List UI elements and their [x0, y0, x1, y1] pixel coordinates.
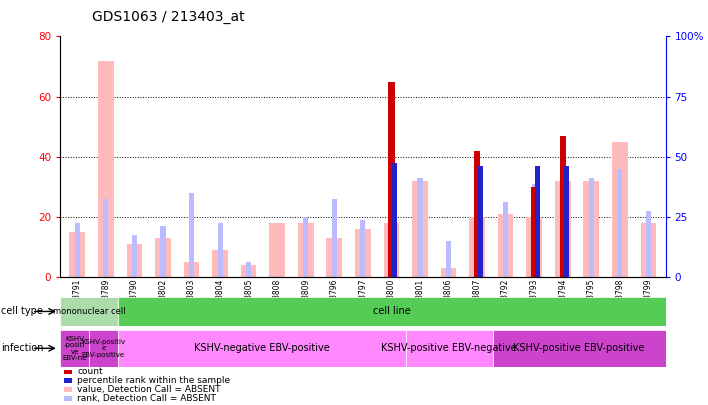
Bar — [535, 166, 540, 277]
Bar — [646, 211, 651, 277]
Bar — [641, 223, 656, 277]
Bar — [469, 217, 485, 277]
Text: value, Detection Call = ABSENT: value, Detection Call = ABSENT — [77, 385, 221, 394]
Bar — [360, 220, 365, 277]
Bar — [564, 166, 569, 277]
Bar — [617, 169, 622, 277]
Bar — [531, 187, 537, 277]
Bar — [60, 330, 89, 367]
Text: KSHV-negative EBV-positive: KSHV-negative EBV-positive — [194, 343, 330, 353]
Bar — [503, 202, 508, 277]
Bar — [89, 330, 118, 367]
Text: mononuclear cell: mononuclear cell — [52, 307, 125, 316]
Bar — [118, 330, 406, 367]
Bar — [98, 61, 114, 277]
Text: infection: infection — [1, 343, 44, 353]
Bar — [384, 223, 399, 277]
Bar — [127, 244, 142, 277]
Bar — [332, 199, 337, 277]
Text: count: count — [77, 367, 103, 376]
Bar — [155, 238, 171, 277]
Bar — [388, 82, 394, 277]
Bar — [303, 217, 308, 277]
Text: cell type: cell type — [1, 307, 43, 316]
Bar — [474, 211, 479, 277]
Bar — [161, 226, 166, 277]
Bar — [246, 262, 251, 277]
Bar — [498, 214, 513, 277]
Bar — [474, 151, 480, 277]
Text: KSHV
-positi
ve
EBV-ne: KSHV -positi ve EBV-ne — [62, 336, 87, 361]
Text: rank, Detection Call = ABSENT: rank, Detection Call = ABSENT — [77, 394, 216, 403]
Bar — [532, 184, 537, 277]
Bar — [269, 223, 285, 277]
Bar — [75, 223, 80, 277]
Bar — [440, 269, 457, 277]
Bar — [212, 250, 228, 277]
Bar — [298, 223, 314, 277]
Bar — [446, 241, 451, 277]
Text: cell line: cell line — [373, 307, 411, 316]
Bar — [560, 178, 565, 277]
Bar — [589, 178, 594, 277]
Bar — [183, 262, 200, 277]
Bar — [559, 136, 566, 277]
Bar — [241, 265, 256, 277]
Bar — [392, 163, 397, 277]
Bar — [103, 199, 108, 277]
Bar — [60, 297, 118, 326]
Bar — [418, 178, 423, 277]
Bar — [132, 235, 137, 277]
Bar — [583, 181, 599, 277]
Bar — [478, 166, 483, 277]
Bar — [612, 142, 628, 277]
Text: GDS1063 / 213403_at: GDS1063 / 213403_at — [92, 10, 245, 24]
Bar — [493, 330, 666, 367]
Bar — [326, 238, 342, 277]
Bar — [69, 232, 85, 277]
Bar — [555, 181, 571, 277]
Text: percentile rank within the sample: percentile rank within the sample — [77, 376, 230, 385]
Bar — [526, 217, 542, 277]
Text: KSHV-positive EBV-positive: KSHV-positive EBV-positive — [513, 343, 645, 353]
Bar — [412, 181, 428, 277]
Text: KSHV-positiv
e
EBV-positive: KSHV-positiv e EBV-positive — [81, 339, 125, 358]
Bar — [217, 223, 222, 277]
Bar — [406, 330, 493, 367]
Bar — [189, 193, 194, 277]
Bar — [355, 229, 371, 277]
Text: KSHV-positive EBV-negative: KSHV-positive EBV-negative — [382, 343, 518, 353]
